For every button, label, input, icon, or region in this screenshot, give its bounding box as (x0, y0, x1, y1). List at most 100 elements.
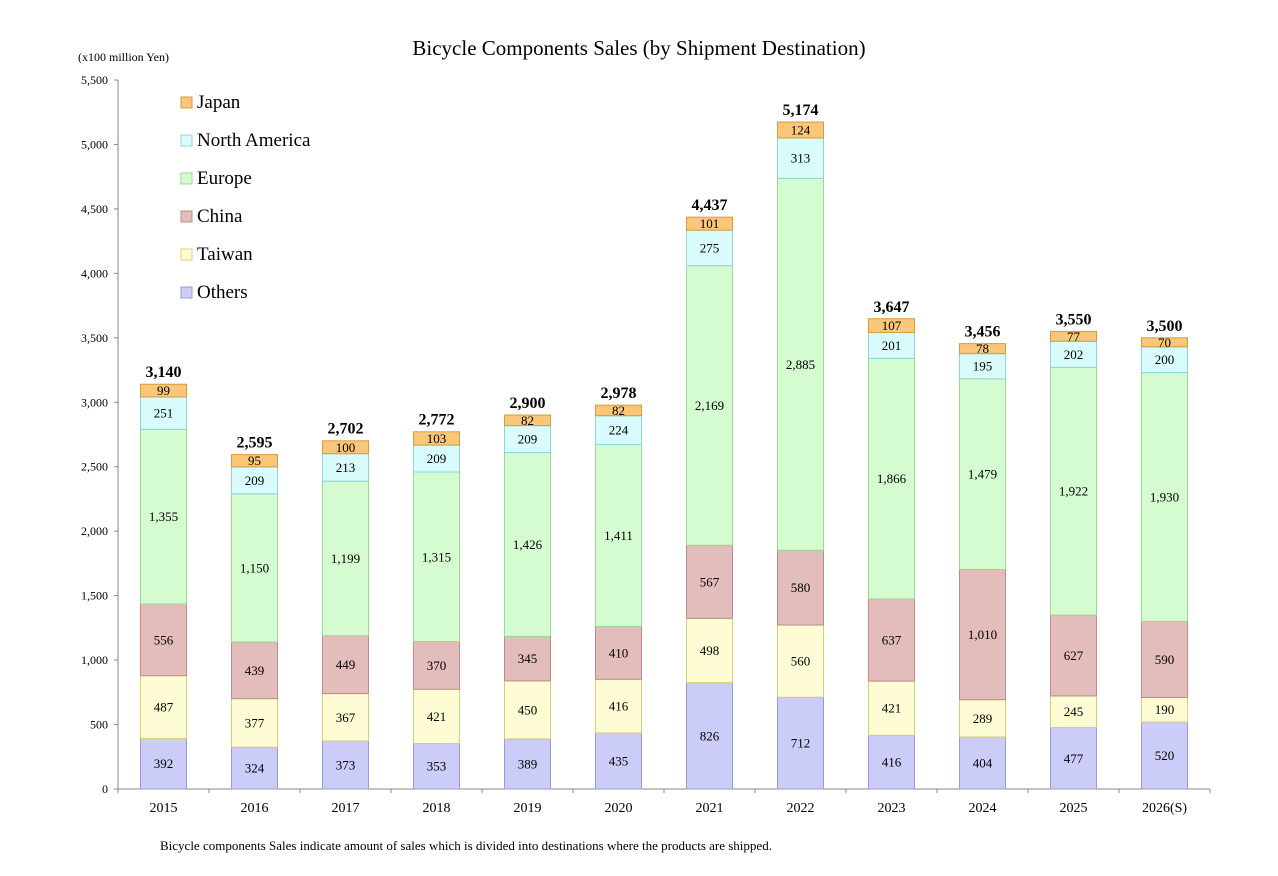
segment-value-label: 435 (609, 753, 629, 768)
segment-value-label: 367 (336, 710, 356, 725)
bar-segment-north-america (140, 396, 187, 430)
segment-value-label: 78 (976, 341, 989, 356)
segment-value-label: 439 (245, 663, 265, 678)
bar-segment-japan (777, 121, 824, 139)
legend-swatch-others (180, 286, 193, 299)
bar-total-label: 2,702 (328, 421, 364, 438)
bar-segment-japan (686, 216, 733, 231)
bar-segment-others (140, 737, 187, 790)
segment-value-label: 1,866 (877, 471, 907, 486)
segment-value-label: 251 (154, 406, 174, 421)
segment-value-label: 82 (612, 403, 625, 418)
segment-value-label: 107 (882, 318, 902, 333)
segment-value-label: 1,199 (331, 551, 360, 566)
segment-value-label: 70 (1158, 335, 1171, 350)
bar-segment-china (777, 549, 824, 626)
bars: 392 487 556 1,355 251 99 3,140 2015 324 377 439 1,1… (140, 102, 1188, 816)
bar-total-label: 4,437 (692, 197, 728, 214)
segment-value-label: 99 (157, 383, 170, 398)
bar-segment-north-america (686, 229, 733, 267)
segment-value-label: 1,479 (968, 467, 997, 482)
bar-segment-europe (504, 452, 551, 637)
segment-value-label: 1,930 (1150, 490, 1179, 505)
segment-value-label: 450 (518, 702, 538, 717)
x-tick-label: 2025 (1060, 801, 1088, 816)
bar-segment-others (504, 738, 551, 790)
y-tick-label: 500 (90, 718, 108, 732)
bar-segment-japan (140, 383, 187, 398)
bar-segment-north-america (777, 137, 824, 179)
bar-segment-europe (959, 378, 1006, 570)
segment-value-label: 1,010 (968, 627, 997, 642)
legend-label: Japan (197, 92, 241, 113)
y-tick-label: 5,000 (81, 137, 108, 151)
segment-value-label: 275 (700, 240, 720, 255)
legend-label: Taiwan (197, 244, 253, 265)
segment-value-label: 560 (791, 654, 811, 669)
bar-segment-china (322, 635, 369, 695)
segment-value-label: 209 (518, 432, 538, 447)
bar-segment-japan (959, 343, 1006, 355)
y-tick-label: 4,500 (81, 202, 108, 216)
segment-value-label: 421 (427, 709, 447, 724)
segment-value-label: 1,922 (1059, 484, 1088, 499)
segment-value-label: 416 (882, 755, 902, 770)
segment-value-label: 404 (973, 755, 993, 770)
chart-title: Bicycle Components Sales (by Shipment De… (412, 36, 865, 60)
segment-value-label: 556 (154, 632, 174, 647)
segment-value-label: 1,411 (604, 528, 633, 543)
bar-segment-north-america (504, 425, 551, 454)
segment-value-label: 200 (1155, 352, 1175, 367)
bar-segment-europe (868, 357, 915, 600)
segment-value-label: 100 (336, 440, 356, 455)
bar-segment-taiwan (231, 698, 278, 748)
bar-segment-china (1050, 614, 1097, 697)
bar-segment-north-america (322, 453, 369, 482)
bar-total-label: 5,174 (783, 102, 819, 119)
legend-swatch-china (180, 210, 193, 223)
bar-segment-japan (322, 440, 369, 455)
segment-value-label: 101 (700, 216, 720, 231)
bar-segment-others (1050, 727, 1097, 790)
bar-segment-others (413, 742, 460, 790)
segment-value-label: 77 (1067, 329, 1081, 344)
segment-value-label: 353 (427, 759, 447, 774)
legend: Japan North America Europe China Taiwan Other… (180, 92, 311, 303)
bar-segment-taiwan (322, 693, 369, 742)
bar-segment-europe (1141, 372, 1188, 622)
legend-label: Europe (197, 168, 252, 189)
segment-value-label: 82 (521, 413, 534, 428)
legend-label: Others (197, 282, 248, 303)
bar-total-label: 2,978 (601, 385, 637, 402)
segment-value-label: 95 (248, 453, 261, 468)
segment-value-label: 1,426 (513, 537, 543, 552)
segment-value-label: 377 (245, 715, 265, 730)
bar-segment-japan (504, 414, 551, 427)
bar-segment-japan (231, 454, 278, 468)
bar-segment-others (777, 696, 824, 790)
segment-value-label: 627 (1064, 648, 1084, 663)
bar-segment-taiwan (959, 699, 1006, 738)
segment-value-label: 202 (1064, 347, 1084, 362)
segment-value-label: 224 (609, 423, 629, 438)
bar-segment-europe (413, 471, 460, 643)
segment-value-label: 124 (791, 123, 811, 138)
segment-value-label: 567 (700, 574, 720, 589)
segment-value-label: 712 (791, 736, 811, 751)
segment-value-label: 392 (154, 756, 174, 771)
bar-segment-taiwan (1050, 695, 1097, 729)
axes: 0 500 1,000 1,500 2,000 2,500 3,000 3,500 4,000 4… (81, 73, 1211, 796)
segment-value-label: 449 (336, 657, 356, 672)
bar-total-label: 3,500 (1147, 318, 1183, 335)
legend-label: North America (197, 130, 311, 151)
bar-segment-taiwan (868, 680, 915, 736)
y-tick-label: 0 (102, 782, 108, 796)
bar-segment-taiwan (686, 617, 733, 684)
bar-segment-north-america (1050, 340, 1097, 368)
y-tick-label: 4,000 (81, 266, 108, 280)
x-tick-label: 2023 (878, 801, 906, 816)
bar-segment-china (959, 568, 1006, 701)
bar-segment-japan (868, 318, 915, 334)
bar-segment-taiwan (140, 675, 187, 739)
